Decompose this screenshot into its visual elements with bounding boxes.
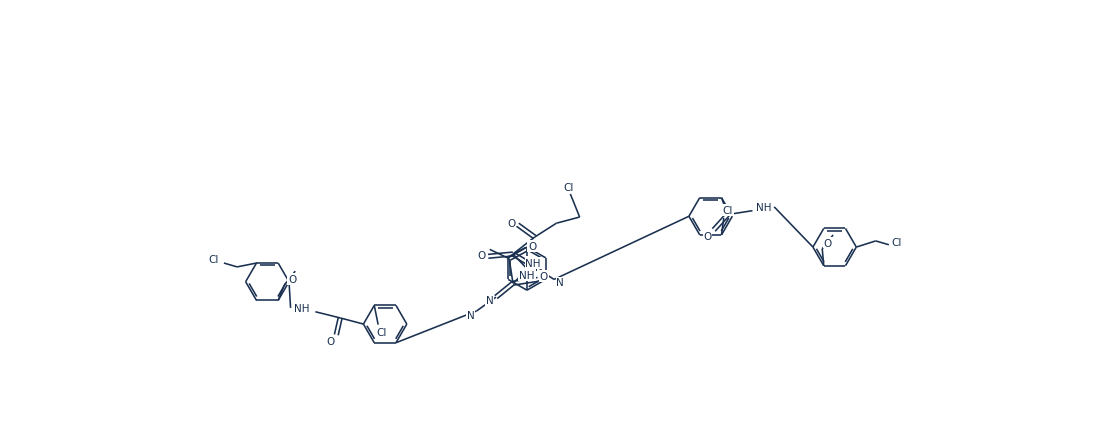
Text: N: N (486, 295, 494, 305)
Text: O: O (529, 242, 536, 252)
Text: NH: NH (294, 303, 310, 313)
Text: Cl: Cl (892, 237, 902, 247)
Text: NH: NH (756, 203, 772, 212)
Text: O: O (540, 272, 548, 282)
Text: Cl: Cl (564, 183, 574, 193)
Text: N: N (556, 278, 564, 288)
Text: O: O (326, 336, 335, 346)
Text: Cl: Cl (377, 328, 387, 338)
Text: Cl: Cl (208, 255, 219, 264)
Text: N: N (534, 262, 542, 273)
Text: O: O (703, 232, 712, 242)
Text: N: N (466, 310, 474, 320)
Text: O: O (824, 238, 832, 248)
Text: O: O (289, 274, 296, 284)
Text: Cl: Cl (723, 206, 733, 216)
Text: O: O (507, 219, 516, 229)
Text: O: O (478, 250, 486, 260)
Text: NH: NH (525, 258, 541, 269)
Text: NH: NH (519, 270, 534, 280)
